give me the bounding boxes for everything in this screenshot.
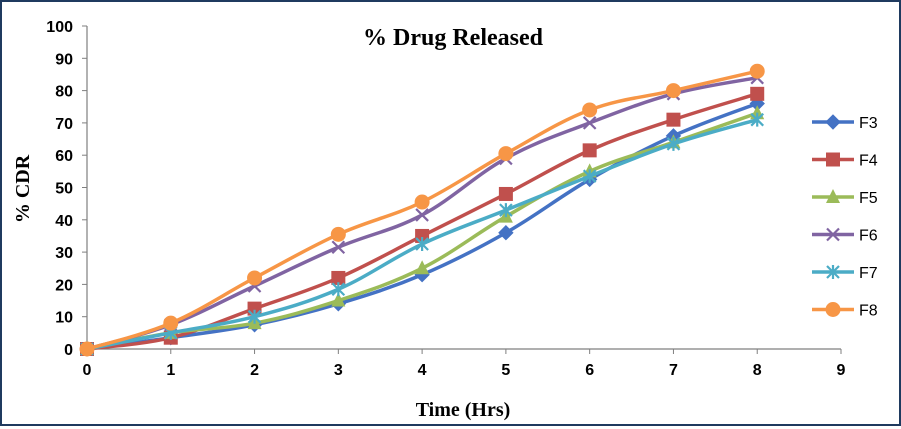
legend-item-f5: F5 (812, 189, 878, 207)
legend-marker (825, 302, 841, 317)
data-point-f8 (582, 102, 598, 118)
x-tick-label: 0 (83, 362, 92, 379)
legend-marker (826, 227, 840, 242)
y-tick-label: 0 (64, 342, 73, 359)
y-tick-label: 80 (55, 84, 73, 101)
data-point-f8 (749, 63, 765, 79)
series-line-f4 (86, 92, 758, 351)
legend-item-f7: F7 (812, 265, 878, 282)
x-tick-label: 6 (585, 362, 594, 379)
data-point-f4 (331, 270, 346, 285)
x-tick-label: 2 (250, 362, 259, 379)
x-tick-label: 1 (166, 362, 175, 379)
data-point-f5 (331, 292, 346, 307)
data-point-f7 (331, 282, 346, 297)
legend-label: F3 (859, 115, 878, 132)
data-point-f6 (415, 208, 429, 222)
data-point-f7 (499, 203, 513, 218)
legend-marker (826, 152, 840, 167)
y-tick-label: 10 (55, 310, 73, 327)
x-tick-label: 9 (837, 362, 846, 379)
data-point-f8 (79, 341, 95, 357)
data-point-f3 (498, 225, 514, 241)
data-point-f8 (330, 226, 346, 242)
data-point-f8 (665, 83, 681, 99)
legend-label: F7 (859, 265, 878, 282)
data-point-f8 (163, 315, 179, 331)
data-point-f6 (331, 240, 346, 255)
y-tick-label: 50 (55, 181, 73, 198)
data-point-f7 (415, 237, 429, 252)
x-tick-label: 3 (334, 362, 343, 379)
legend-marker (826, 265, 840, 279)
x-tick-label: 5 (501, 362, 510, 379)
data-point-f7 (750, 112, 764, 127)
data-point-f4 (750, 86, 765, 101)
series-f6 (80, 70, 764, 356)
data-point-f4 (666, 112, 681, 127)
legend-label: F8 (859, 303, 878, 320)
legend-marker (826, 189, 840, 203)
y-tick-label: 100 (46, 19, 73, 36)
legend-item-f6: F6 (812, 228, 878, 245)
data-point-f4 (498, 186, 513, 201)
x-tick-label: 7 (669, 362, 678, 379)
x-tick-label: 8 (753, 362, 762, 379)
legend-label: F6 (859, 228, 878, 245)
y-tick-label: 70 (55, 116, 73, 133)
legend-label: F4 (859, 153, 878, 170)
data-point-f7 (247, 309, 262, 324)
data-point-f6 (582, 116, 597, 130)
x-axis-label: Time (Hrs) (416, 399, 511, 421)
axes: 0 10 20 30 40 50 60 70 80 90 100 0 1 2 3 4 5 6 7 8 9 (46, 19, 845, 379)
data-point-f7 (582, 169, 597, 184)
data-point-f8 (247, 270, 263, 286)
series-f8 (79, 63, 765, 357)
legend: F3 F4 F5 F6 F7 F8 (812, 114, 878, 320)
data-point-f5 (415, 260, 430, 275)
y-tick-label: 20 (55, 277, 73, 294)
series-line-f6 (86, 75, 758, 351)
series-line-f3 (86, 101, 758, 351)
y-axis-label: % CDR (12, 154, 34, 223)
legend-item-f4: F4 (812, 152, 878, 170)
legend-label: F5 (859, 190, 878, 207)
series-line-f8 (86, 69, 758, 351)
y-tick-label: 40 (55, 213, 73, 230)
y-tick-label: 30 (55, 245, 73, 262)
legend-marker (825, 114, 841, 130)
data-point-f8 (414, 194, 430, 210)
legend-item-f8: F8 (812, 302, 878, 320)
chart-title: % Drug Released (363, 25, 544, 51)
data-point-f7 (666, 136, 681, 151)
data-point-f8 (498, 146, 514, 162)
series-layer (79, 63, 765, 357)
y-tick-label: 60 (55, 148, 73, 165)
legend-item-f3: F3 (812, 114, 878, 132)
y-tick-label: 90 (55, 51, 73, 68)
series-f7 (80, 112, 764, 356)
series-f4 (80, 86, 765, 356)
data-point-f4 (582, 143, 597, 158)
x-tick-label: 4 (418, 362, 427, 379)
